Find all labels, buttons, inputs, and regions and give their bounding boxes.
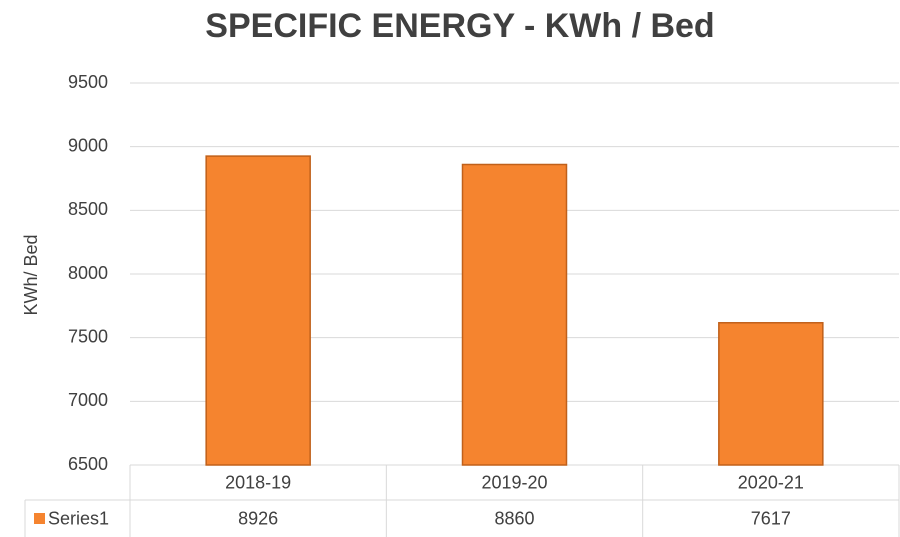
y-axis-label: KWh/ Bed xyxy=(21,234,41,315)
legend-label: Series1 xyxy=(48,508,109,528)
table-value: 8926 xyxy=(238,508,278,528)
table-value: 8860 xyxy=(494,508,534,528)
table-value: 7617 xyxy=(751,508,791,528)
bar xyxy=(461,163,568,466)
x-tick-label: 2019-20 xyxy=(481,472,547,492)
y-tick-label: 9000 xyxy=(68,135,108,155)
bar xyxy=(205,155,311,466)
y-tick-label: 9500 xyxy=(68,72,108,92)
x-tick-label: 2018-19 xyxy=(225,472,291,492)
y-tick-label: 6500 xyxy=(68,454,108,474)
y-tick-label: 7000 xyxy=(68,390,108,410)
y-tick-label: 8000 xyxy=(68,263,108,283)
legend-swatch xyxy=(34,513,45,524)
y-tick-label: 8500 xyxy=(68,199,108,219)
x-tick-label: 2020-21 xyxy=(738,472,804,492)
bar xyxy=(718,322,824,466)
chart-title: SPECIFIC ENERGY - KWh / Bed xyxy=(205,7,714,45)
y-tick-label: 7500 xyxy=(68,326,108,346)
